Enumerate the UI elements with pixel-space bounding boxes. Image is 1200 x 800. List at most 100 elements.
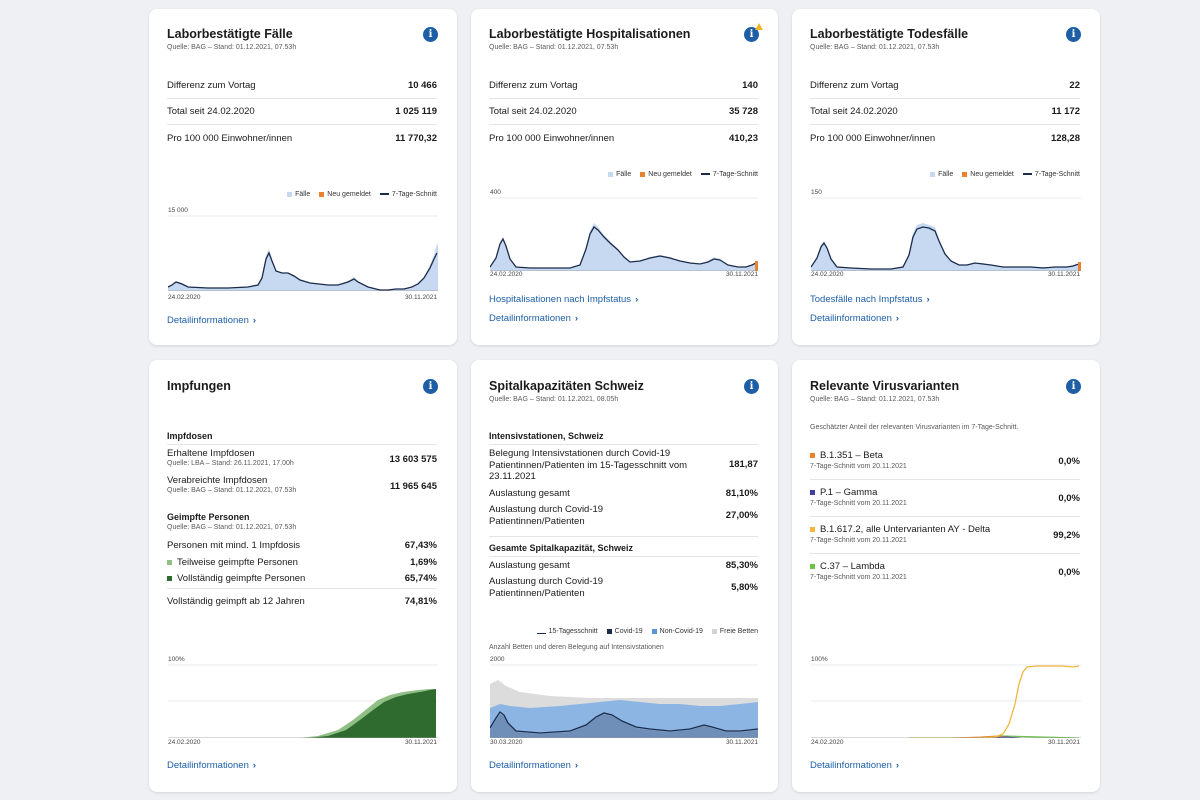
row-full12: Vollständig geimpft ab 12 Jahren 74,81% (167, 596, 437, 607)
card-title: Spitalkapazitäten Schweiz (489, 379, 644, 393)
row-total: Total seit 24.02.2020 1 025 119 (167, 106, 437, 117)
variants-chart (811, 664, 1081, 738)
chart-legend: Fälle Neu gemeldet 7-Tage-Schnitt (608, 171, 758, 178)
card-deaths: Laborbestätigte Todesfälle Quelle: BAG –… (792, 9, 1100, 345)
vaccination-status-link[interactable]: Hospitalisationen nach Impfstatus › (489, 294, 639, 305)
divider (810, 98, 1080, 99)
deaths-chart (811, 197, 1081, 271)
info-icon[interactable]: i (423, 379, 438, 394)
legend-swatch (810, 453, 815, 458)
detail-link[interactable]: Detailinformationen › (167, 760, 257, 771)
capacity-chart (490, 664, 758, 738)
card-title: Laborbestätigte Hospitalisationen (489, 27, 691, 41)
y-axis-max: 2000 (490, 656, 505, 663)
card-virus-variants: Relevante Virusvarianten Quelle: BAG – S… (792, 360, 1100, 792)
x-axis-end: 30.11.2021 (404, 294, 437, 301)
icu-covid-value: 181,87 (728, 459, 758, 470)
doses-heading: Impfdosen (167, 431, 213, 441)
detail-link[interactable]: Detailinformationen › (167, 315, 257, 326)
divider (810, 124, 1080, 125)
divider (489, 536, 758, 537)
cases-chart (168, 215, 438, 291)
x-axis-end: 30.11.2021 (725, 271, 758, 278)
administered-value: 11 965 645 (389, 481, 437, 492)
divider (489, 444, 758, 445)
divider (167, 124, 437, 125)
vaccination-status-link[interactable]: Todesfälle nach Impfstatus › (810, 294, 930, 305)
variant-row-beta: B.1.351 – Beta 7-Tage-Schnitt vom 20.11.… (810, 450, 1080, 470)
divider (489, 124, 758, 125)
administered-source: Quelle: BAG – Stand: 01.12.2021, 07.53h (167, 487, 297, 494)
y-axis-max: 150 (811, 189, 822, 196)
detail-link[interactable]: Detailinformationen › (489, 760, 579, 771)
row-full: Vollständig geimpfte Personen 65,74% (167, 573, 437, 584)
row-total: Total seit 24.02.2020 35 728 (489, 106, 758, 117)
all-heading: Gesamte Spitalkapazität, Schweiz (489, 543, 634, 553)
chart-legend: Fälle Neu gemeldet 7-Tage-Schnitt (930, 171, 1080, 178)
divider (167, 98, 437, 99)
legend-swatch (810, 490, 815, 495)
divider (810, 516, 1080, 517)
info-icon[interactable]: i (423, 27, 438, 42)
x-axis-start: 30.03.2020 (490, 739, 523, 746)
x-axis-end: 30.11.2021 (725, 739, 758, 746)
card-source: Quelle: BAG – Stand: 01.12.2021, 07.53h (810, 44, 940, 51)
card-title: Relevante Virusvarianten (810, 379, 960, 393)
x-axis-end: 30.11.2021 (1047, 271, 1080, 278)
warning-icon (755, 23, 763, 30)
icu-covid-label: Belegung Intensivstationen durch Covid-1… (489, 448, 688, 482)
row-total: Total seit 24.02.2020 11 172 (810, 106, 1080, 117)
card-source: Quelle: BAG – Stand: 01.12.2021, 07.53h (167, 44, 297, 51)
chevron-right-icon: › (895, 760, 900, 771)
variant-row-delta: B.1.617.2, alle Untervarianten AY - Delt… (810, 524, 1080, 544)
received-value: 13 603 575 (389, 454, 437, 465)
y-axis-max: 400 (490, 189, 501, 196)
received-source: Quelle: LBA – Stand: 26.11.2021, 17.00h (167, 460, 294, 467)
x-axis-start: 24.02.2020 (811, 739, 844, 746)
all-c19-value: 5,80% (731, 582, 758, 593)
info-icon[interactable]: i (1066, 27, 1081, 42)
persons-source: Quelle: BAG – Stand: 01.12.2021, 07.53h (167, 524, 297, 531)
variant-row-gamma: P.1 – Gamma 7-Tage-Schnitt vom 20.11.202… (810, 487, 1080, 507)
x-axis-start: 24.02.2020 (490, 271, 523, 278)
detail-link[interactable]: Detailinformationen › (810, 760, 900, 771)
chevron-right-icon: › (895, 313, 900, 324)
info-icon[interactable]: i (1066, 379, 1081, 394)
detail-link[interactable]: Detailinformationen › (810, 313, 900, 324)
row-all-total: Auslastung gesamt 85,30% (489, 560, 758, 571)
detail-link[interactable]: Detailinformationen › (489, 313, 579, 324)
card-source: Quelle: BAG – Stand: 01.12.2021, 08.05h (489, 396, 619, 403)
card-vaccinations: Impfungen i Impfdosen Erhaltene Impfdose… (149, 360, 457, 792)
y-axis-max: 15 000 (168, 207, 188, 214)
icu-c19-label: Auslastung durch Covid-19 Patientinnen/P… (489, 504, 604, 527)
x-axis-start: 24.02.2020 (168, 739, 201, 746)
info-icon[interactable]: i (744, 379, 759, 394)
chart-legend: Fälle Neu gemeldet 7-Tage-Schnitt (287, 191, 437, 198)
card-hospitalisations: Laborbestätigte Hospitalisationen Quelle… (471, 9, 778, 345)
row-per100k: Pro 100 000 Einwohner/innen 410,23 (489, 133, 758, 144)
row-icu-total: Auslastung gesamt 81,10% (489, 488, 758, 499)
info-icon[interactable]: i (744, 27, 759, 42)
chart-caption: Anzahl Betten und deren Belegung auf Int… (489, 644, 664, 651)
x-axis-start: 24.02.2020 (811, 271, 844, 278)
legend-swatch (810, 527, 815, 532)
vaccination-chart (168, 664, 438, 738)
icu-heading: Intensivstationen, Schweiz (489, 431, 604, 441)
chevron-right-icon: › (252, 760, 257, 771)
chevron-right-icon: › (926, 294, 930, 305)
y-axis-max: 100% (168, 656, 185, 663)
card-source: Quelle: BAG – Stand: 01.12.2021, 07.53h (810, 396, 940, 403)
chevron-right-icon: › (574, 313, 579, 324)
x-axis-start: 24.02.2020 (168, 294, 201, 301)
row-diff: Differenz zum Vortag 22 (810, 80, 1080, 91)
chevron-right-icon: › (635, 294, 639, 305)
chevron-right-icon: › (252, 315, 257, 326)
chevron-right-icon: › (574, 760, 579, 771)
variants-caption: Geschätzter Anteil der relevanten Virusv… (810, 424, 1019, 431)
row-min1: Personen mit mind. 1 Impfdosis 67,43% (167, 540, 437, 551)
y-axis-max: 100% (811, 656, 828, 663)
persons-heading: Geimpfte Personen (167, 512, 250, 522)
row-diff: Differenz zum Vortag 10 466 (167, 80, 437, 91)
legend-swatch (810, 564, 815, 569)
card-cases: Laborbestätigte Fälle Quelle: BAG – Stan… (149, 9, 457, 345)
